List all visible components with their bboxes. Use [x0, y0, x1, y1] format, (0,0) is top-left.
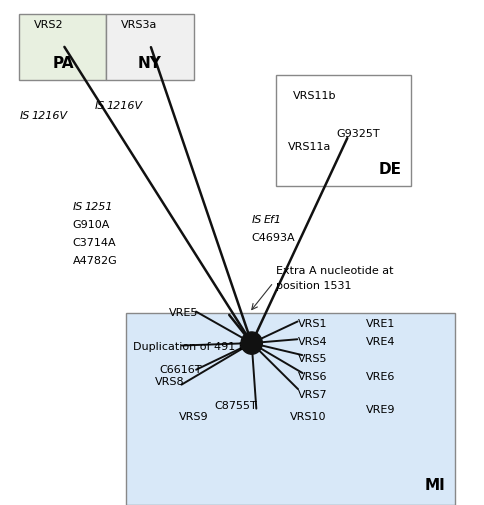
- Text: VRS3a: VRS3a: [121, 20, 157, 30]
- Text: position 1531: position 1531: [276, 280, 351, 290]
- Text: PA: PA: [52, 56, 74, 71]
- Text: VRE1: VRE1: [365, 318, 395, 328]
- Text: IS: IS: [19, 111, 30, 121]
- Text: G9325T: G9325T: [336, 129, 380, 139]
- Text: G910A: G910A: [73, 220, 110, 230]
- Text: VRS5: VRS5: [298, 354, 327, 364]
- Text: IS: IS: [252, 215, 262, 225]
- Text: VRE5: VRE5: [169, 307, 198, 317]
- Text: C8755T: C8755T: [214, 400, 257, 410]
- FancyBboxPatch shape: [126, 313, 455, 505]
- FancyBboxPatch shape: [106, 15, 194, 81]
- Text: VRS6: VRS6: [298, 371, 327, 381]
- Text: VRE4: VRE4: [365, 336, 395, 346]
- Text: VRE6: VRE6: [365, 371, 395, 381]
- FancyBboxPatch shape: [19, 15, 106, 81]
- Text: C4693A: C4693A: [252, 232, 295, 242]
- Text: VRS4: VRS4: [298, 336, 327, 346]
- Text: NY: NY: [138, 56, 162, 71]
- Text: VRS11a: VRS11a: [288, 141, 332, 152]
- Text: VRS2: VRS2: [34, 20, 63, 30]
- Text: VRS1: VRS1: [298, 318, 327, 328]
- Text: VRS8: VRS8: [155, 376, 184, 386]
- Text: VRS7: VRS7: [298, 389, 327, 399]
- FancyBboxPatch shape: [276, 76, 411, 187]
- Text: Ef1: Ef1: [264, 215, 282, 225]
- Text: DE: DE: [378, 162, 402, 177]
- Text: VRS10: VRS10: [290, 412, 327, 422]
- Text: C3714A: C3714A: [73, 237, 116, 247]
- Text: Extra A nucleotide at: Extra A nucleotide at: [276, 265, 393, 275]
- Text: VRE9: VRE9: [365, 404, 395, 414]
- Text: VRS11b: VRS11b: [293, 91, 336, 101]
- Text: IS: IS: [73, 202, 83, 212]
- Text: A4782G: A4782G: [73, 255, 117, 265]
- Text: C6616T: C6616T: [160, 365, 202, 375]
- Text: 1251: 1251: [85, 202, 113, 212]
- Text: MI: MI: [424, 477, 445, 492]
- Text: 1216V: 1216V: [106, 101, 143, 111]
- Text: IS: IS: [94, 101, 105, 111]
- Text: VRS9: VRS9: [179, 412, 209, 422]
- Circle shape: [241, 332, 262, 355]
- Text: 1216V: 1216V: [31, 111, 68, 121]
- Text: Duplication of 491 bp: Duplication of 491 bp: [133, 341, 253, 351]
